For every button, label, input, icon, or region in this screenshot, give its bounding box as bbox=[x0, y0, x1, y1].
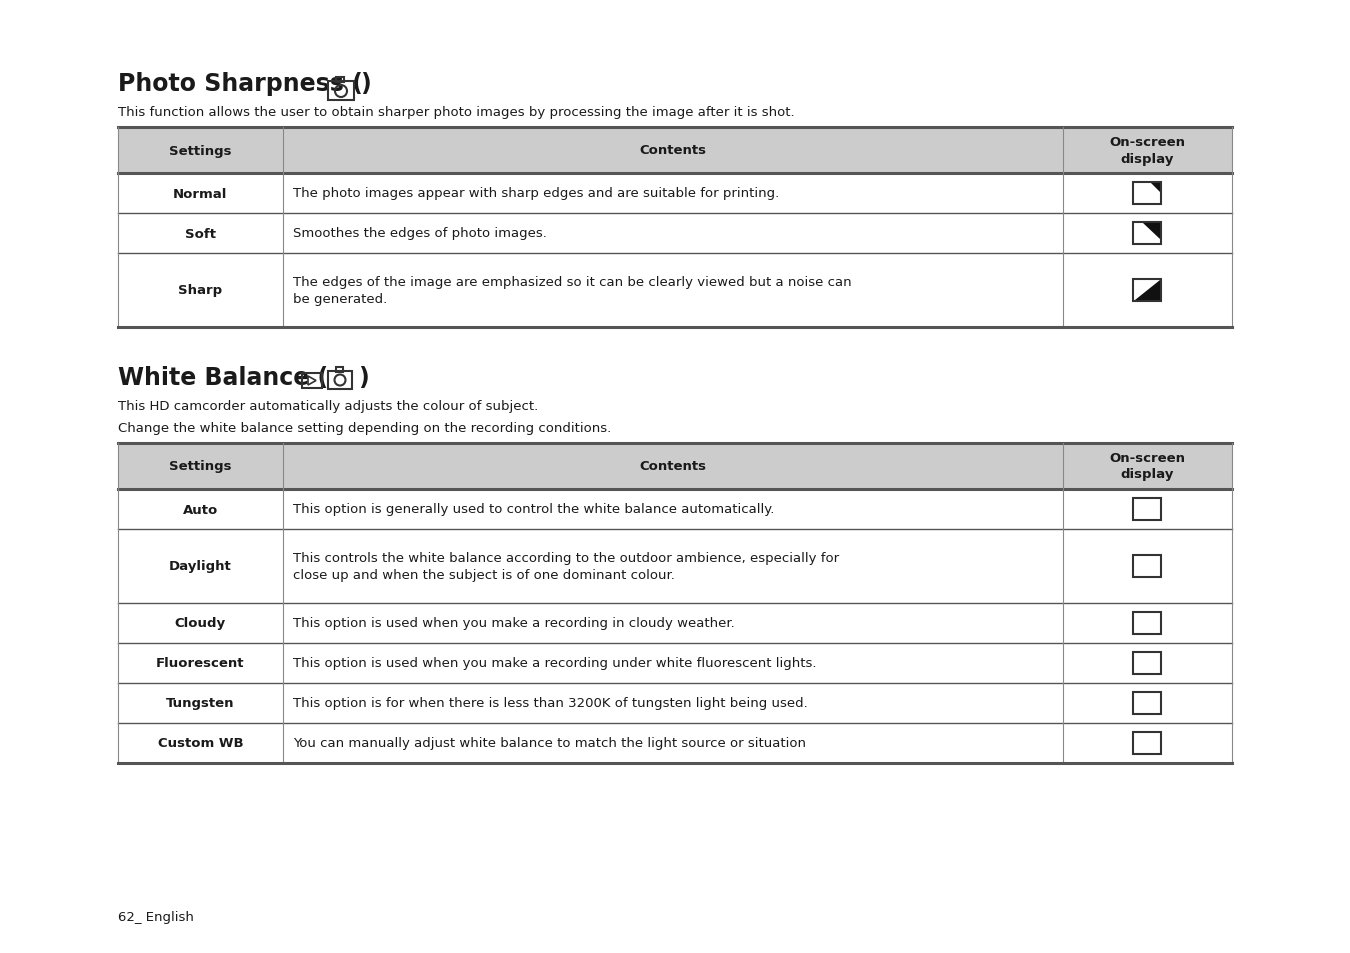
Text: This option is generally used to control the white balance automatically.: This option is generally used to control… bbox=[293, 503, 775, 516]
Text: Settings: Settings bbox=[169, 144, 232, 157]
Text: 62_ English: 62_ English bbox=[117, 910, 194, 923]
Text: On-screen
display: On-screen display bbox=[1110, 452, 1185, 481]
Bar bbox=[117, 683, 1233, 723]
Bar bbox=[336, 368, 343, 373]
Text: Cloudy: Cloudy bbox=[176, 617, 225, 630]
Bar bbox=[1134, 613, 1161, 635]
Text: Tungsten: Tungsten bbox=[166, 697, 235, 710]
Text: You can manually adjust white balance to match the light source or situation: You can manually adjust white balance to… bbox=[293, 737, 806, 750]
Bar bbox=[117, 490, 1233, 530]
Text: Fluorescent: Fluorescent bbox=[157, 657, 244, 670]
Bar bbox=[1134, 498, 1161, 520]
Text: Contents: Contents bbox=[640, 460, 706, 473]
Bar bbox=[328, 82, 354, 101]
Text: ): ) bbox=[358, 366, 369, 390]
Bar bbox=[1134, 692, 1161, 714]
Bar bbox=[302, 374, 323, 389]
Bar bbox=[1134, 556, 1161, 578]
Text: This HD camcorder automatically adjusts the colour of subject.: This HD camcorder automatically adjusts … bbox=[117, 399, 539, 413]
Text: This function allows the user to obtain sharper photo images by processing the i: This function allows the user to obtain … bbox=[117, 106, 795, 119]
Text: Smoothes the edges of photo images.: Smoothes the edges of photo images. bbox=[293, 227, 547, 240]
Text: The photo images appear with sharp edges and are suitable for printing.: The photo images appear with sharp edges… bbox=[293, 188, 779, 200]
Bar bbox=[117, 213, 1233, 253]
Text: White Balance (: White Balance ( bbox=[117, 366, 328, 390]
Bar bbox=[1134, 280, 1161, 302]
Bar bbox=[117, 173, 1233, 213]
Text: ): ) bbox=[360, 71, 371, 96]
Text: On-screen
display: On-screen display bbox=[1110, 136, 1185, 165]
Bar bbox=[336, 78, 344, 83]
Text: Normal: Normal bbox=[173, 188, 228, 200]
Bar bbox=[328, 372, 352, 390]
Text: Custom WB: Custom WB bbox=[158, 737, 243, 750]
Text: Auto: Auto bbox=[182, 503, 219, 516]
Text: This option is for when there is less than 3200K of tungsten light being used.: This option is for when there is less th… bbox=[293, 697, 807, 710]
Text: Change the white balance setting depending on the recording conditions.: Change the white balance setting dependi… bbox=[117, 421, 612, 435]
Bar bbox=[117, 603, 1233, 643]
Text: Sharp: Sharp bbox=[178, 284, 223, 297]
Polygon shape bbox=[1152, 184, 1161, 193]
Bar bbox=[117, 128, 1233, 173]
Text: This controls the white balance according to the outdoor ambience, especially fo: This controls the white balance accordin… bbox=[293, 552, 838, 581]
Bar bbox=[1134, 183, 1161, 205]
Text: This option is used when you make a recording under white fluorescent lights.: This option is used when you make a reco… bbox=[293, 657, 817, 670]
Bar bbox=[117, 253, 1233, 328]
Bar bbox=[117, 530, 1233, 603]
Text: This option is used when you make a recording in cloudy weather.: This option is used when you make a reco… bbox=[293, 617, 734, 630]
Polygon shape bbox=[1143, 224, 1161, 239]
Polygon shape bbox=[1135, 281, 1161, 301]
Bar bbox=[117, 643, 1233, 683]
Text: Settings: Settings bbox=[169, 460, 232, 473]
Text: Daylight: Daylight bbox=[169, 560, 232, 573]
Bar bbox=[1134, 223, 1161, 245]
Text: Photo Sharpness (: Photo Sharpness ( bbox=[117, 71, 363, 96]
Bar bbox=[1134, 652, 1161, 675]
Text: Contents: Contents bbox=[640, 144, 706, 157]
Bar bbox=[117, 443, 1233, 490]
Text: Soft: Soft bbox=[185, 227, 216, 240]
Bar bbox=[1134, 732, 1161, 754]
Bar bbox=[117, 723, 1233, 763]
Text: The edges of the image are emphasized so it can be clearly viewed but a noise ca: The edges of the image are emphasized so… bbox=[293, 275, 852, 306]
